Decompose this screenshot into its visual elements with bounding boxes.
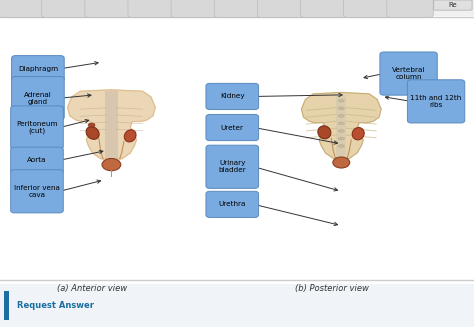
Ellipse shape (338, 137, 344, 140)
FancyBboxPatch shape (380, 52, 437, 95)
FancyBboxPatch shape (206, 114, 259, 141)
Bar (0, 0, 474, 16)
Text: Vertebral
column: Vertebral column (392, 67, 425, 80)
Text: 11th and 12th
ribs: 11th and 12th ribs (410, 95, 462, 108)
Text: Re: Re (448, 2, 457, 8)
FancyBboxPatch shape (434, 0, 472, 10)
FancyBboxPatch shape (257, 0, 304, 17)
Text: Request Answer: Request Answer (17, 301, 93, 310)
FancyBboxPatch shape (171, 0, 218, 17)
FancyBboxPatch shape (206, 145, 259, 188)
Ellipse shape (338, 145, 344, 147)
FancyBboxPatch shape (407, 80, 465, 123)
Bar (336, 95, 346, 157)
FancyBboxPatch shape (10, 170, 64, 213)
Polygon shape (301, 93, 381, 158)
Bar (4, 291, 9, 320)
FancyBboxPatch shape (206, 191, 259, 217)
FancyBboxPatch shape (128, 0, 174, 17)
Ellipse shape (86, 127, 99, 139)
Text: Aorta: Aorta (27, 157, 47, 163)
FancyBboxPatch shape (301, 0, 347, 17)
Text: Peritoneum
(cut): Peritoneum (cut) (16, 121, 58, 134)
FancyBboxPatch shape (206, 83, 259, 110)
Ellipse shape (102, 159, 121, 171)
Ellipse shape (338, 114, 344, 117)
Ellipse shape (338, 107, 344, 110)
Ellipse shape (333, 157, 350, 168)
FancyBboxPatch shape (0, 0, 45, 17)
Ellipse shape (124, 130, 136, 142)
FancyBboxPatch shape (10, 106, 64, 149)
FancyBboxPatch shape (11, 56, 64, 82)
FancyBboxPatch shape (11, 77, 64, 120)
FancyBboxPatch shape (344, 0, 390, 17)
FancyBboxPatch shape (10, 147, 64, 173)
Text: Urinary
bladder: Urinary bladder (219, 160, 246, 173)
FancyBboxPatch shape (42, 0, 88, 17)
Bar (105, 91, 118, 159)
Text: Kidney: Kidney (220, 94, 245, 99)
Ellipse shape (338, 129, 344, 132)
Text: Inferior vena
cava: Inferior vena cava (14, 185, 60, 198)
Ellipse shape (338, 99, 344, 102)
Text: Adrenal
gland: Adrenal gland (24, 92, 52, 105)
FancyBboxPatch shape (85, 0, 131, 17)
Bar (0, 284, 474, 327)
FancyBboxPatch shape (214, 0, 261, 17)
FancyBboxPatch shape (387, 0, 433, 17)
Ellipse shape (318, 126, 331, 139)
Text: (a) Anterior view: (a) Anterior view (57, 284, 128, 293)
Text: Diaphragm: Diaphragm (18, 66, 58, 72)
Polygon shape (68, 90, 155, 159)
Ellipse shape (352, 128, 364, 140)
Ellipse shape (88, 123, 95, 127)
Ellipse shape (338, 122, 344, 125)
Text: Urethra: Urethra (219, 201, 246, 207)
Text: Ureter: Ureter (221, 125, 244, 130)
Text: (b) Posterior view: (b) Posterior view (295, 284, 369, 293)
